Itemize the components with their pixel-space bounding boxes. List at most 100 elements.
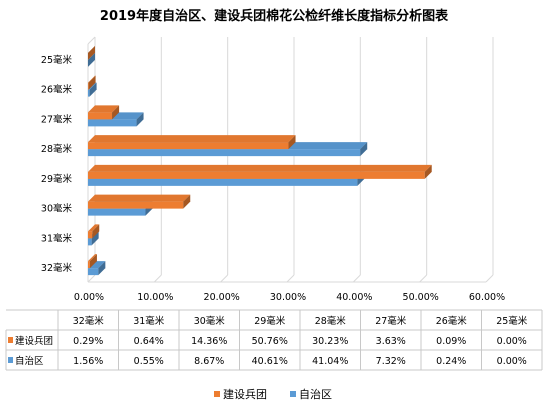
bar-自治区-29毫米 — [88, 178, 358, 186]
table-value-cell: 0.00% — [497, 336, 527, 347]
table-value-cell: 0.55% — [134, 356, 164, 367]
bar-建设兵团-28毫米 — [88, 142, 289, 150]
table-header-cell: 31毫米 — [133, 315, 165, 327]
bar-top-face — [88, 75, 96, 83]
bar-side-face — [183, 194, 191, 209]
table-header-cell: 30毫米 — [194, 315, 226, 327]
x-tick-label: 0.00% — [74, 292, 104, 303]
bar-建设兵团-32毫米 — [88, 261, 90, 269]
table-header-cell: 29毫米 — [254, 315, 286, 327]
y-tick-label: 25毫米 — [41, 54, 73, 66]
bar-自治区-26毫米 — [88, 89, 90, 97]
table-value-cell: 0.64% — [134, 336, 164, 347]
bar-top-face — [88, 254, 97, 262]
gridline — [485, 274, 494, 283]
table-header-cell: 26毫米 — [436, 315, 468, 327]
table-row-label: 建设兵团 — [15, 335, 53, 347]
bar-side-face — [136, 112, 144, 127]
x-tick-label: 30.00% — [270, 292, 306, 303]
table-value-cell: 8.67% — [194, 356, 224, 367]
table-value-cell: 0.29% — [73, 336, 103, 347]
chart-title: 2019年度自治区、建设兵团棉花公检纤维长度指标分析图表 — [100, 8, 449, 24]
x-tick-label: 20.00% — [204, 292, 240, 303]
table-value-cell: 14.36% — [191, 336, 227, 347]
bar-建设兵团-26毫米 — [88, 82, 89, 90]
bar-建设兵团-27毫米 — [88, 112, 113, 120]
x-tick-label: 60.00% — [469, 292, 505, 303]
table-value-cell: 50.76% — [252, 336, 288, 347]
table-value-cell: 40.61% — [252, 356, 288, 367]
y-axis: 32毫米 31毫米 30毫米 29毫米 28毫米 27毫米 26毫米 25毫米 — [41, 54, 73, 274]
bar-自治区-27毫米 — [88, 119, 137, 127]
legend-swatch — [290, 391, 296, 397]
bar-side-face — [91, 231, 99, 246]
bar-side-face — [88, 52, 95, 67]
table-row-label: 自治区 — [15, 355, 44, 367]
bar-自治区-28毫米 — [88, 149, 361, 157]
bar-side-face — [98, 261, 106, 276]
y-tick-label: 28毫米 — [41, 143, 73, 155]
table-value-cell: 30.23% — [312, 336, 348, 347]
table-value-cell: 0.24% — [436, 356, 466, 367]
bar-top-face — [88, 105, 120, 113]
bar-top-face — [88, 194, 191, 202]
bar-side-face — [360, 142, 368, 157]
bar-建设兵团-30毫米 — [88, 201, 184, 209]
bar-side-face — [88, 45, 95, 60]
bar-建设兵团-29毫米 — [88, 171, 425, 179]
bars-group — [88, 45, 432, 276]
table-value-cell: 41.04% — [312, 356, 348, 367]
bar-top-face — [88, 135, 296, 143]
gridline — [352, 274, 361, 283]
grid-lines — [87, 36, 494, 283]
y-tick-label: 27毫米 — [41, 113, 73, 125]
bar-side-face — [89, 254, 97, 269]
bar-top-face — [88, 164, 432, 172]
gridline — [286, 274, 295, 283]
y-tick-label: 30毫米 — [41, 203, 73, 215]
table-header-cell: 32毫米 — [73, 315, 105, 327]
bar-side-face — [112, 105, 120, 120]
bar-side-face — [92, 224, 100, 239]
y-tick-label: 32毫米 — [41, 262, 73, 274]
y-tick-label: 26毫米 — [41, 84, 73, 96]
table-header-cell: 25毫米 — [496, 315, 528, 327]
x-tick-label: 10.00% — [137, 292, 173, 303]
left-wall-line — [87, 36, 96, 45]
bar-建设兵团-31毫米 — [88, 231, 93, 239]
y-tick-label: 29毫米 — [41, 173, 73, 185]
bar-自治区-31毫米 — [88, 238, 92, 246]
bar-side-face — [424, 164, 432, 179]
table-value-cell: 0.09% — [436, 336, 466, 347]
bar-side-face — [88, 75, 96, 90]
table-value-cell: 1.56% — [73, 356, 103, 367]
legend-swatch — [214, 391, 220, 397]
table-value-cell: 7.32% — [376, 356, 406, 367]
table-header-cell: 28毫米 — [315, 315, 347, 327]
table-legend-key — [8, 357, 13, 363]
table-value-cell: 0.00% — [497, 356, 527, 367]
legend: 建设兵团 自治区 — [214, 387, 332, 401]
table-legend-key — [8, 337, 13, 343]
gridline — [419, 274, 428, 283]
legend-label: 自治区 — [299, 387, 332, 401]
y-tick-label: 31毫米 — [41, 232, 73, 244]
legend-label: 建设兵团 — [223, 387, 267, 401]
x-axis: 0.00% 10.00% 20.00% 30.00% 40.00% 50.00% 60.00… — [74, 292, 505, 303]
bar-自治区-32毫米 — [88, 268, 99, 276]
gridline — [153, 274, 162, 283]
bar-top-face — [88, 261, 106, 269]
bar-side-face — [89, 82, 97, 97]
table-header-cell: 27毫米 — [375, 315, 407, 327]
bar-top-face — [88, 224, 100, 232]
x-tick-label: 50.00% — [403, 292, 439, 303]
x-tick-label: 40.00% — [336, 292, 372, 303]
gridline — [87, 274, 96, 283]
gridline — [220, 274, 229, 283]
table-value-cell: 3.63% — [376, 336, 406, 347]
bar-自治区-30毫米 — [88, 208, 146, 216]
bar-side-face — [288, 135, 296, 150]
